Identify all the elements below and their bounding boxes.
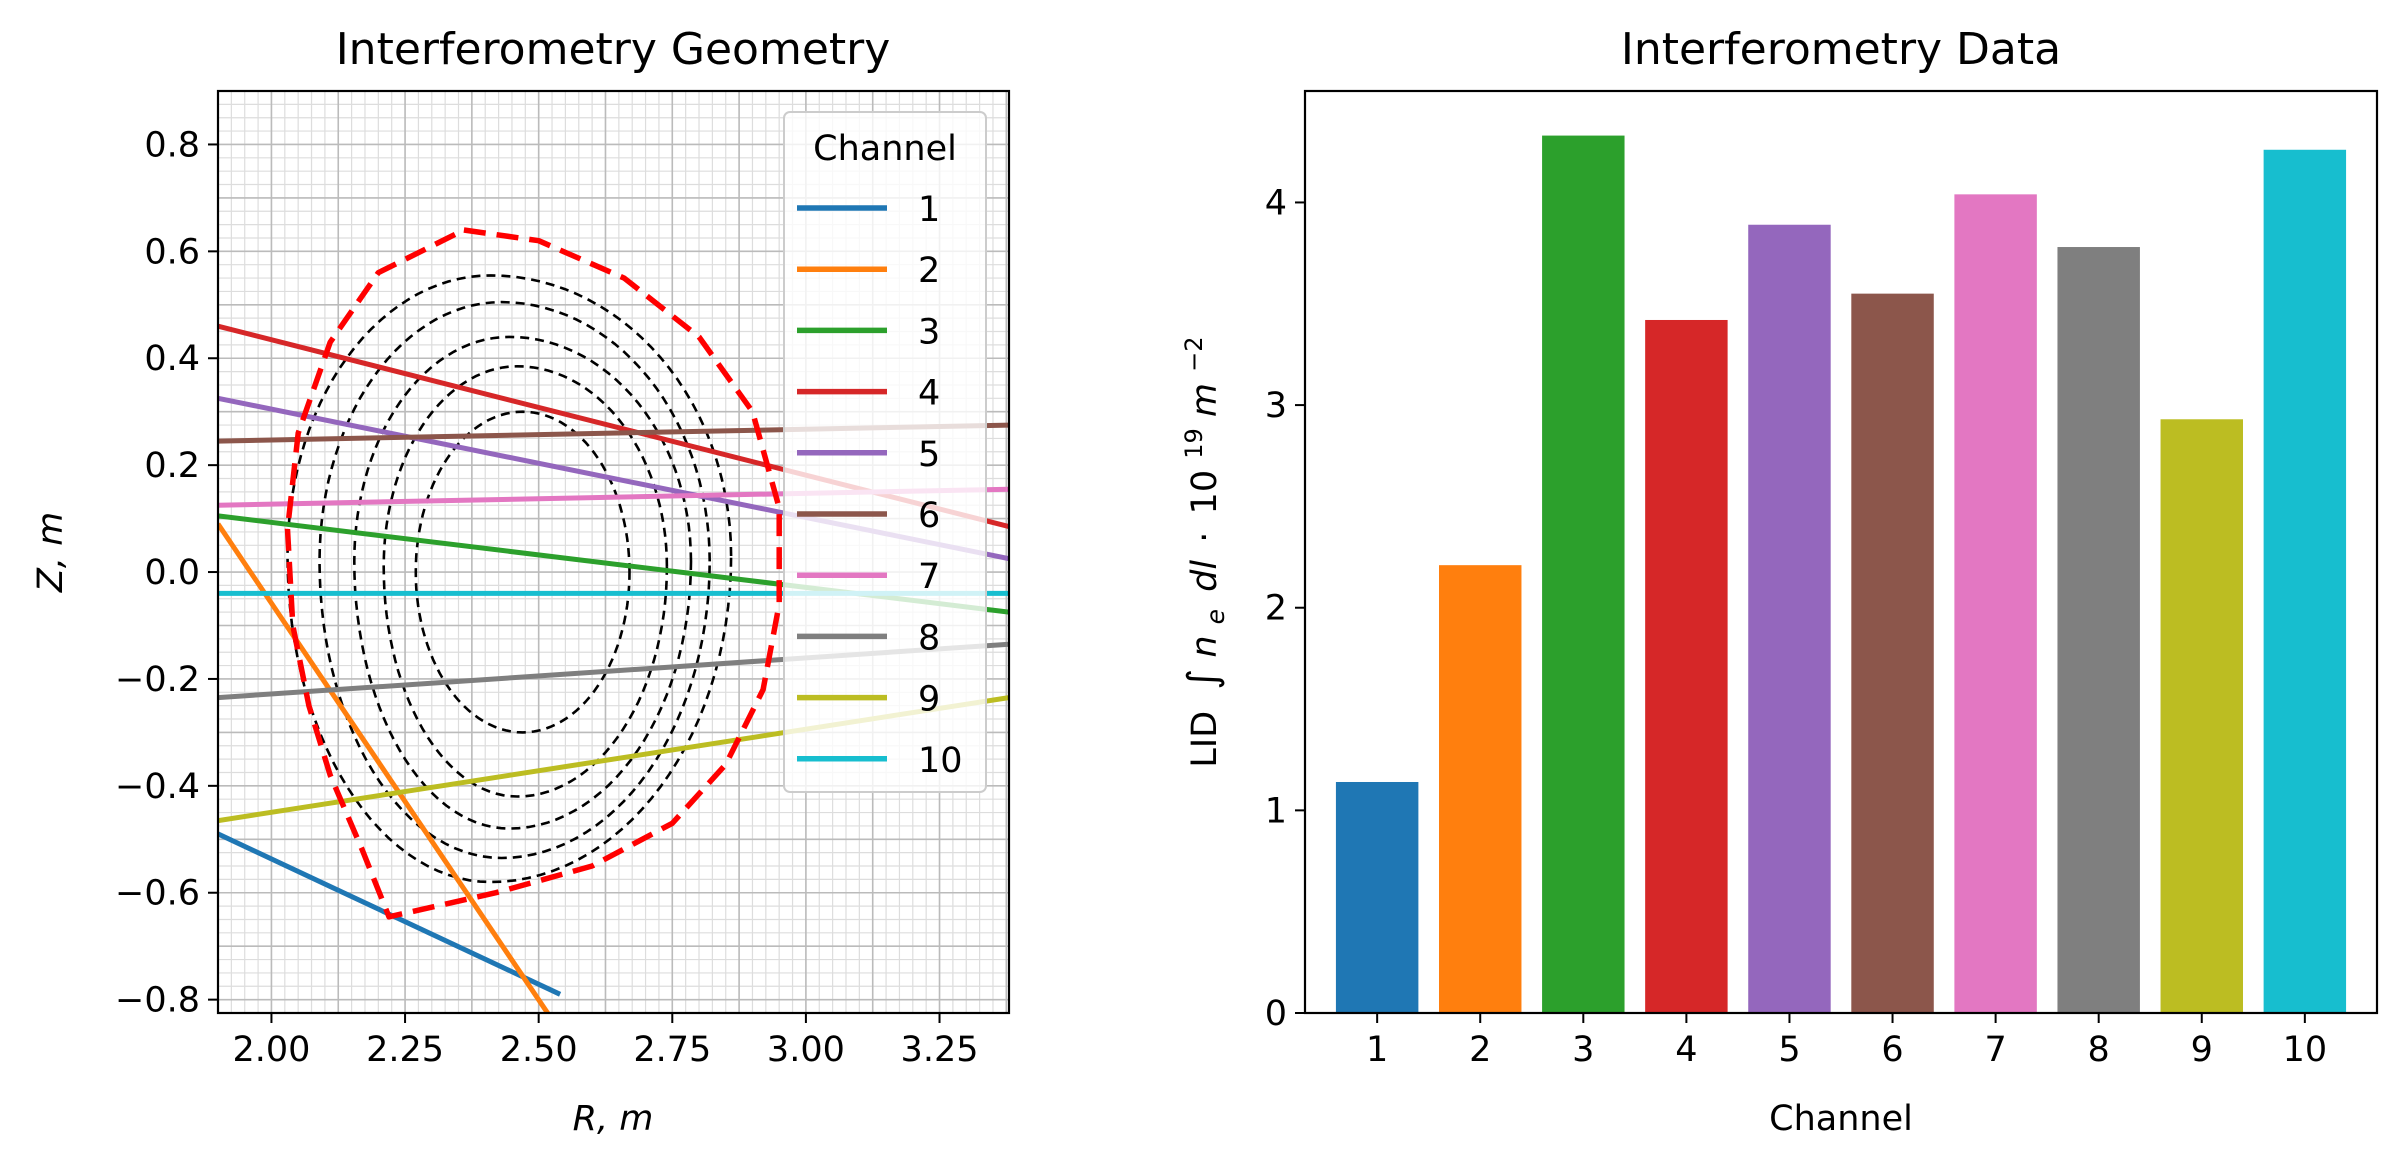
legend-label-2: 2 bbox=[918, 251, 940, 291]
y-tick-label: 4 bbox=[1265, 183, 1287, 223]
chord-line-2 bbox=[218, 522, 551, 1013]
data-x-axis-label: Channel bbox=[1769, 1099, 1913, 1139]
y-tick-label: 2 bbox=[1265, 589, 1287, 629]
y-tick-label: 0.0 bbox=[144, 553, 200, 593]
geometry-plot-frame bbox=[216, 89, 1011, 1015]
y-label-ten: 10 bbox=[1185, 470, 1225, 515]
geometry-grid bbox=[218, 91, 1009, 1013]
legend-entries: 1 2 3 4 5 6 7 8 9 10 bbox=[797, 190, 963, 781]
legend-label-9: 9 bbox=[918, 680, 940, 720]
svg-text:LID ∫ n: LID ∫ n e dl · 10 19 m −2 bbox=[1171, 336, 1233, 767]
y-tick-label: −0.8 bbox=[115, 981, 200, 1021]
flux-contour bbox=[318, 300, 711, 860]
flux-contour bbox=[286, 274, 733, 884]
y-label-e-sub: e bbox=[1201, 609, 1230, 624]
data-panel: 1 2 3 4 5 6 7 8 9 10 0 1 2 3 4 Interferometry Data Ch… bbox=[1171, 24, 2379, 1139]
data-title: Interferometry Data bbox=[1621, 24, 2061, 75]
x-tick-label: 3.00 bbox=[767, 1030, 845, 1070]
data-y-ticks: 0 1 2 3 4 bbox=[1265, 183, 1305, 1034]
bar-channel-4 bbox=[1645, 319, 1728, 1013]
flux-contour bbox=[352, 335, 693, 830]
legend-label-8: 8 bbox=[918, 618, 940, 658]
x-tick-label: 9 bbox=[2191, 1030, 2213, 1070]
bar-channel-6 bbox=[1851, 293, 1934, 1013]
y-tick-label: −0.4 bbox=[115, 767, 200, 807]
y-tick-label: 0.8 bbox=[144, 125, 200, 165]
x-tick-label: 2.25 bbox=[366, 1030, 444, 1070]
y-tick-label: −0.6 bbox=[115, 874, 200, 914]
data-y-axis-label: LID ∫ n e dl · 10 19 m −2 bbox=[1171, 336, 1233, 767]
geometry-title: Interferometry Geometry bbox=[336, 24, 891, 75]
geometry-x-ticks: 2.00 2.25 2.50 2.75 3.00 3.25 bbox=[232, 1013, 978, 1070]
legend-label-3: 3 bbox=[918, 312, 940, 352]
x-tick-label: 6 bbox=[1881, 1030, 1903, 1070]
legend-label-5: 5 bbox=[918, 435, 940, 475]
channel-legend: Channel 1 2 3 4 5 6 7 8 9 10 bbox=[783, 111, 987, 793]
geometry-y-ticks: −0.8 −0.6 −0.4 −0.2 0.0 0.2 0.4 0.6 0.8 bbox=[115, 125, 218, 1021]
y-tick-label: 3 bbox=[1265, 386, 1287, 426]
x-tick-label: 2.75 bbox=[633, 1030, 711, 1070]
legend-label-6: 6 bbox=[918, 496, 940, 536]
x-tick-label: 5 bbox=[1778, 1030, 1800, 1070]
legend-label-1: 1 bbox=[918, 190, 940, 230]
y-tick-label: 0.6 bbox=[144, 232, 200, 272]
flux-contour bbox=[382, 364, 669, 798]
x-tick-label: 2 bbox=[1469, 1030, 1491, 1070]
y-tick-label: 0.4 bbox=[144, 339, 200, 379]
y-tick-label: 0.2 bbox=[144, 446, 200, 486]
bar-channel-7 bbox=[1954, 194, 2037, 1013]
x-tick-label: 4 bbox=[1675, 1030, 1697, 1070]
legend-label-10: 10 bbox=[918, 741, 963, 781]
geometry-panel: 2.00 2.25 2.50 2.75 3.00 3.25 −0.8−0.6−0.4−0.… bbox=[31, 24, 1011, 1139]
geometry-x-axis-label: R, m bbox=[573, 1099, 654, 1139]
y-label-dl: dl bbox=[1185, 560, 1225, 592]
x-tick-label: 3.25 bbox=[901, 1030, 979, 1070]
legend-label-4: 4 bbox=[918, 374, 940, 414]
geometry-y-axis-label: Z, m bbox=[31, 512, 71, 593]
y-label-lid: LID bbox=[1185, 711, 1225, 768]
bar-channel-5 bbox=[1748, 224, 1831, 1013]
bar-channel-10 bbox=[2263, 149, 2347, 1013]
y-label-dot: · bbox=[1185, 532, 1225, 543]
legend-title: Channel bbox=[813, 129, 957, 169]
y-label-exp19: 19 bbox=[1180, 428, 1208, 459]
y-tick-label: −0.2 bbox=[115, 660, 200, 700]
y-label-n: n bbox=[1185, 635, 1225, 657]
bar-channel-9 bbox=[2160, 419, 2243, 1013]
legend-label-7: 7 bbox=[918, 557, 940, 597]
bar-channel-2 bbox=[1439, 565, 1522, 1013]
boundary-curve bbox=[284, 227, 782, 920]
y-tick-label: 0 bbox=[1265, 994, 1287, 1034]
y-label-m: m bbox=[1185, 383, 1225, 417]
x-tick-label: 2.00 bbox=[232, 1030, 310, 1070]
y-label-exp-neg2: −2 bbox=[1180, 336, 1208, 371]
y-label-integral-sign: ∫ bbox=[1180, 669, 1226, 690]
x-tick-label: 7 bbox=[1984, 1030, 2006, 1070]
bar-channel-3 bbox=[1542, 135, 1625, 1013]
data-x-ticks: 1 2 3 4 5 6 7 8 9 10 bbox=[1366, 1013, 2327, 1070]
y-tick-label: 1 bbox=[1265, 791, 1287, 831]
bar-channel-1 bbox=[1335, 781, 1419, 1013]
x-tick-label: 8 bbox=[2088, 1030, 2110, 1070]
bars bbox=[1335, 135, 2347, 1013]
x-tick-label: 3 bbox=[1572, 1030, 1594, 1070]
bar-channel-8 bbox=[2057, 247, 2140, 1013]
x-tick-label: 2.50 bbox=[500, 1030, 578, 1070]
x-tick-label: 10 bbox=[2283, 1030, 2328, 1070]
x-tick-label: 1 bbox=[1366, 1030, 1388, 1070]
separatrix-boundary bbox=[284, 227, 782, 920]
data-plot-frame bbox=[1303, 89, 2379, 1015]
